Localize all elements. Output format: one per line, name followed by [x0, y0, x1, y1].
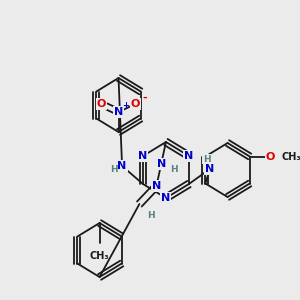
Text: N: N	[138, 151, 148, 161]
Text: H: H	[170, 164, 177, 173]
Text: N: N	[161, 193, 171, 203]
Text: H: H	[203, 154, 211, 164]
Text: O: O	[131, 99, 140, 109]
Text: H: H	[147, 212, 154, 220]
Text: N: N	[184, 151, 194, 161]
Text: CH₃: CH₃	[90, 251, 110, 261]
Text: CH₃: CH₃	[282, 152, 300, 161]
Text: +: +	[122, 100, 129, 109]
Text: O: O	[266, 152, 275, 161]
Text: N: N	[114, 107, 123, 117]
Text: N: N	[152, 181, 161, 191]
Text: -: -	[143, 93, 147, 103]
Text: N: N	[205, 164, 214, 174]
Text: O: O	[97, 99, 106, 109]
Text: H: H	[110, 166, 117, 175]
Text: N: N	[157, 159, 166, 169]
Text: N: N	[118, 161, 127, 171]
